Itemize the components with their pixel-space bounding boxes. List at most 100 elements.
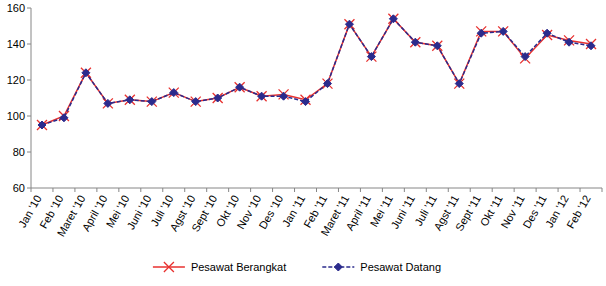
x-tick-label: Juni '10	[124, 193, 153, 232]
y-tick-label: 160	[7, 2, 25, 14]
x-tick-divider	[558, 188, 559, 192]
series	[38, 15, 595, 129]
x-tick-divider	[602, 188, 603, 192]
x-tick-divider	[470, 188, 471, 192]
x-tick-label: Feb '12	[564, 193, 593, 230]
y-tick-label: 60	[13, 182, 25, 194]
x-tick-divider	[360, 188, 361, 192]
marker-x	[257, 91, 267, 101]
y-axis	[31, 8, 32, 188]
marker-x	[279, 89, 289, 99]
x-tick-divider	[206, 188, 207, 192]
y-tick-label: 100	[7, 110, 25, 122]
legend-marker	[334, 263, 342, 271]
x-tick-divider	[404, 188, 405, 192]
marker-diamond	[543, 29, 551, 37]
marker-x	[213, 93, 223, 103]
marker-diamond	[38, 121, 46, 129]
marker-diamond	[236, 83, 244, 91]
marker-x	[476, 26, 486, 36]
marker-diamond	[477, 29, 485, 37]
y-tick-label: 80	[13, 146, 25, 158]
series	[37, 14, 596, 130]
marker-x	[81, 68, 91, 78]
x-tick-divider	[294, 188, 295, 192]
x-tick-divider	[31, 188, 32, 192]
x-tick-divider	[448, 188, 449, 192]
marker-diamond	[104, 99, 112, 107]
y-tick	[27, 8, 31, 9]
x-tick-divider	[52, 188, 53, 192]
series-line	[42, 19, 591, 125]
y-tick	[27, 188, 31, 189]
marker-diamond	[411, 38, 419, 46]
legend-marker	[164, 262, 174, 272]
x-tick-label: Sept '10	[189, 193, 219, 234]
chart: 6080100120140160Jan '10Feb '10Maret '10A…	[0, 0, 606, 286]
marker-x	[169, 88, 179, 98]
marker-diamond	[170, 89, 178, 97]
marker-diamond	[455, 80, 463, 88]
marker-x	[125, 95, 135, 105]
legend-label: Pesawat Datang	[360, 261, 441, 273]
x-tick-divider	[228, 188, 229, 192]
marker-diamond	[302, 98, 310, 106]
marker-diamond	[280, 92, 288, 100]
x-tick-label: April '11	[343, 193, 373, 232]
x-tick-label: Sept '11	[453, 193, 483, 233]
marker-diamond	[214, 94, 222, 102]
marker-x	[366, 52, 376, 62]
marker-diamond	[345, 20, 353, 28]
marker-diamond	[148, 98, 156, 106]
marker-diamond	[82, 69, 90, 77]
y-tick	[27, 44, 31, 45]
marker-diamond	[192, 98, 200, 106]
y-tick	[27, 116, 31, 117]
x-tick-divider	[162, 188, 163, 192]
marker-x	[301, 95, 311, 105]
x-tick-divider	[118, 188, 119, 192]
legend: Pesawat BerangkatPesawat Datang	[153, 261, 441, 273]
marker-x	[454, 79, 464, 89]
x-tick-divider	[250, 188, 251, 192]
x-tick-divider	[338, 188, 339, 192]
marker-x	[235, 82, 245, 92]
x-tick-divider	[580, 188, 581, 192]
y-tick-label: 140	[7, 38, 25, 50]
series-line	[42, 19, 591, 125]
x-tick-divider	[272, 188, 273, 192]
x-tick-label: April '10	[80, 193, 110, 233]
marker-diamond	[323, 80, 331, 88]
marker-diamond	[565, 38, 573, 46]
marker-x	[542, 30, 552, 40]
marker-x	[388, 14, 398, 24]
x-tick-divider	[184, 188, 185, 192]
marker-diamond	[367, 53, 375, 61]
marker-diamond	[60, 114, 68, 122]
x-tick-divider	[514, 188, 515, 192]
x-tick-divider	[74, 188, 75, 192]
marker-x	[37, 120, 47, 130]
x-tick-label: Juni '11	[388, 193, 417, 231]
marker-diamond	[587, 42, 595, 50]
marker-x	[586, 39, 596, 49]
marker-diamond	[126, 96, 134, 104]
marker-diamond	[499, 27, 507, 35]
x-tick-divider	[536, 188, 537, 192]
x-tick-divider	[96, 188, 97, 192]
plot-area	[37, 14, 596, 130]
x-tick-divider	[426, 188, 427, 192]
x-tick-divider	[492, 188, 493, 192]
marker-x	[322, 79, 332, 89]
marker-x	[191, 97, 201, 107]
y-tick	[27, 152, 31, 153]
marker-x	[344, 19, 354, 29]
y-tick-label: 120	[7, 74, 25, 86]
marker-diamond	[521, 53, 529, 61]
x-tick-divider	[382, 188, 383, 192]
x-tick-label: Maret '10	[54, 193, 87, 238]
x-tick-divider	[140, 188, 141, 192]
x-tick-label: Maret '11	[318, 193, 351, 238]
marker-diamond	[433, 42, 441, 50]
marker-x	[147, 97, 157, 107]
